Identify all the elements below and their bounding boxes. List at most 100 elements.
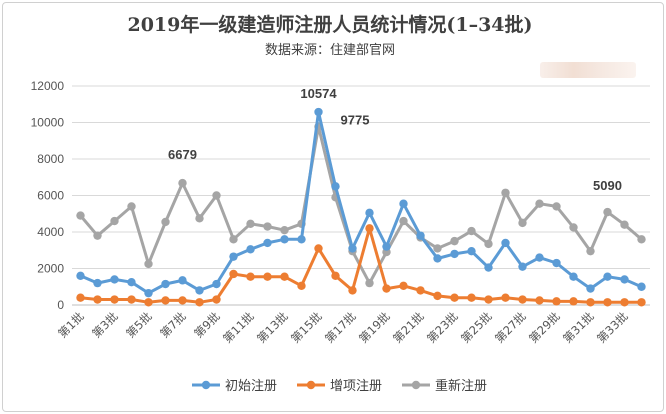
series-line <box>79 125 643 285</box>
data-point <box>416 286 425 295</box>
data-point <box>450 293 459 302</box>
data-point <box>586 284 595 293</box>
data-point <box>280 225 289 235</box>
data-point <box>246 219 255 228</box>
series-line <box>80 226 642 304</box>
data-point <box>229 252 238 261</box>
data-point <box>263 222 272 231</box>
data-point <box>586 246 595 256</box>
data-point <box>280 272 289 281</box>
data-point <box>195 214 204 223</box>
data-point <box>382 242 391 251</box>
data-point <box>603 272 612 281</box>
series-3 <box>76 122 646 288</box>
x-tick-label: 第23批 <box>424 309 461 346</box>
y-tick-label: 6000 <box>37 189 64 203</box>
data-point <box>433 254 442 263</box>
data-point <box>399 216 408 226</box>
data-point <box>552 258 561 268</box>
data-point <box>93 278 102 288</box>
y-axis-ticks: 0 2000 4000 6000 8000 10000 12000 <box>31 79 65 312</box>
series-lines <box>76 107 646 307</box>
data-point <box>161 279 170 289</box>
data-point <box>348 244 357 253</box>
data-point <box>229 269 238 279</box>
data-point <box>399 199 408 208</box>
data-point <box>399 281 408 291</box>
blurred-watermark <box>540 62 636 78</box>
data-point <box>467 226 476 236</box>
data-point <box>603 298 612 307</box>
y-tick-label: 10000 <box>31 116 65 130</box>
data-point <box>637 235 646 244</box>
x-tick-label: 第21批 <box>390 309 427 346</box>
data-point <box>535 199 544 208</box>
data-point <box>501 238 510 248</box>
data-point <box>433 244 442 253</box>
data-point <box>518 218 527 228</box>
data-point <box>127 295 136 304</box>
data-point <box>535 296 544 305</box>
x-tick-label: 第7批 <box>157 309 189 341</box>
data-point <box>365 208 374 218</box>
legend-marker <box>201 380 211 390</box>
x-tick-label: 第17批 <box>322 309 359 346</box>
data-point <box>331 271 340 280</box>
data-point <box>501 293 510 302</box>
data-point <box>331 182 340 191</box>
data-point <box>569 223 578 232</box>
legend-label: 增项注册 <box>330 379 382 394</box>
data-point <box>229 235 238 244</box>
data-point <box>212 279 221 289</box>
data-point <box>76 271 85 280</box>
series-line <box>79 110 643 295</box>
data-point <box>569 272 578 281</box>
data-point <box>144 288 153 298</box>
x-tick-label: 第3批 <box>89 309 121 341</box>
data-point <box>569 297 578 306</box>
data-point <box>552 297 561 306</box>
legend: 初始注册 增项注册 重新注册 <box>192 378 487 394</box>
data-label: 6679 <box>168 147 197 162</box>
data-point <box>467 246 476 256</box>
data-point <box>161 217 170 227</box>
data-point <box>484 263 493 272</box>
x-tick-label: 第13批 <box>254 309 291 346</box>
x-tick-label: 第11批 <box>220 309 257 346</box>
data-point <box>552 202 561 211</box>
data-point <box>263 238 272 248</box>
data-point <box>212 191 221 200</box>
x-tick-label: 第29批 <box>526 309 563 346</box>
data-point <box>144 298 153 307</box>
legend-item: 初始注册 <box>192 379 277 394</box>
x-tick-label: 第19批 <box>356 309 393 346</box>
legend-marker <box>411 380 421 390</box>
data-point <box>314 107 323 117</box>
x-tick-label: 第9批 <box>191 309 223 341</box>
data-point <box>620 220 629 229</box>
data-point <box>314 244 323 253</box>
data-point <box>195 298 204 307</box>
data-point <box>110 295 119 304</box>
data-label: 9775 <box>341 113 370 128</box>
data-point <box>246 245 255 254</box>
data-point <box>365 224 374 233</box>
x-tick-label: 第1批 <box>55 309 87 341</box>
x-tick-label: 第27批 <box>492 309 529 346</box>
data-point <box>535 253 544 262</box>
y-tick-label: 8000 <box>37 152 64 166</box>
data-point <box>178 178 187 188</box>
chart-subtitle: 数据来源：住建部官网 <box>264 43 395 58</box>
data-point <box>93 295 102 304</box>
data-point <box>518 295 527 304</box>
data-point <box>161 296 170 305</box>
x-tick-label: 第15批 <box>288 309 325 346</box>
data-point <box>297 281 306 291</box>
series-2 <box>76 224 646 307</box>
y-tick-label: 2000 <box>37 262 64 276</box>
data-point <box>467 293 476 302</box>
data-point <box>365 278 374 288</box>
data-point <box>76 211 85 220</box>
data-annotations: 10574 9775 6679 5090 <box>168 86 622 193</box>
